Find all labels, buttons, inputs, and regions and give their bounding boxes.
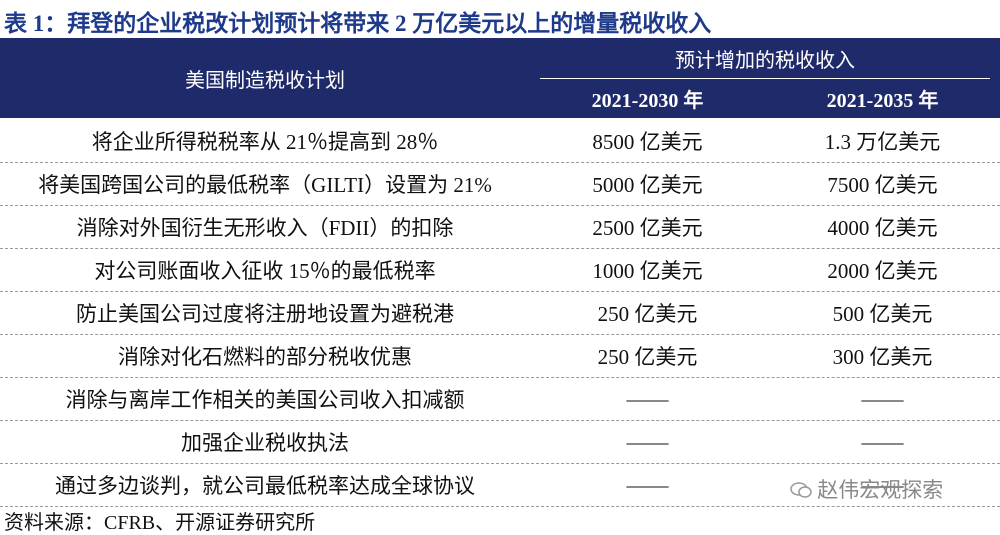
row-label: 对公司账面收入征收 15％的最低税率: [94, 259, 436, 283]
header-group: 预计增加的税收收入: [675, 49, 855, 72]
table-header: 美国制造税收计划 预计增加的税收收入 2021-2030 年 2021-2035…: [0, 38, 1000, 118]
wechat-icon: [790, 482, 812, 498]
table-title: 表 1：拜登的企业税改计划预计将带来 2 万亿美元以上的增量税收收入: [4, 11, 712, 36]
row-label: 防止美国公司过度将注册地设置为避税港: [76, 302, 454, 326]
row-value: ——: [626, 386, 669, 411]
header-plan: 美国制造税收计划: [185, 69, 345, 92]
table-row: 消除对化石燃料的部分税收优惠 250 亿美元 300 亿美元: [0, 335, 1000, 378]
row-label: 消除与离岸工作相关的美国公司收入扣减额: [65, 388, 465, 412]
table-row: 加强企业税收执法 —— ——: [0, 421, 1000, 464]
row-value: 7500 亿美元: [827, 173, 938, 197]
row-label: 通过多边谈判，就公司最低税率达成全球协议: [55, 474, 475, 498]
row-label: 消除对外国衍生无形收入（FDII）的扣除: [76, 216, 454, 240]
row-value: 5000 亿美元: [592, 173, 703, 197]
table-row: 防止美国公司过度将注册地设置为避税港 250 亿美元 500 亿美元: [0, 292, 1000, 335]
header-divider: [540, 78, 990, 79]
row-value: 1000 亿美元: [592, 259, 703, 283]
row-label: 加强企业税收执法: [181, 431, 349, 455]
row-label: 消除对化石燃料的部分税收优惠: [118, 345, 412, 369]
row-label: 将企业所得税税率从 21％提高到 28％: [91, 130, 439, 154]
header-period: 2021-2030 年: [591, 89, 704, 112]
row-value: 300 亿美元: [832, 345, 933, 369]
row-value: 4000 亿美元: [827, 216, 938, 240]
table-row: 对公司账面收入征收 15％的最低税率 1000 亿美元 2000 亿美元: [0, 249, 1000, 292]
row-value: ——: [861, 472, 904, 497]
table-row: 将美国跨国公司的最低税率（GILTI）设置为 21% 5000 亿美元 7500 亿…: [0, 163, 1000, 206]
table-body: 将企业所得税税率从 21％提高到 28％ 8500 亿美元 1.3 万亿美元将美国跨…: [0, 120, 1000, 507]
row-value: 8500 亿美元: [592, 130, 703, 154]
row-label: 将美国跨国公司的最低税率（GILTI）设置为 21%: [38, 173, 492, 197]
table-row: 通过多边谈判，就公司最低税率达成全球协议 —— ——: [0, 464, 1000, 507]
row-value: 250 亿美元: [597, 302, 698, 326]
row-value: 500 亿美元: [832, 302, 933, 326]
table-row: 将企业所得税税率从 21％提高到 28％ 8500 亿美元 1.3 万亿美元: [0, 120, 1000, 163]
row-value: ——: [861, 429, 904, 454]
watermark-text: 赵伟宏观探索: [817, 478, 944, 502]
row-value: 2000 亿美元: [827, 259, 938, 283]
table-row: 消除对外国衍生无形收入（FDII）的扣除 2500 亿美元 4000 亿美元: [0, 206, 1000, 249]
header-period: 2021-2035 年: [826, 89, 939, 112]
row-value: ——: [861, 386, 904, 411]
row-value: 1.3 万亿美元: [824, 130, 941, 154]
source-note: 资料来源：CFRB、开源证券研究所: [4, 512, 316, 534]
row-value: ——: [626, 429, 669, 454]
table-row: 消除与离岸工作相关的美国公司收入扣减额 —— ——: [0, 378, 1000, 421]
row-value: 2500 亿美元: [592, 216, 703, 240]
row-value: 250 亿美元: [597, 345, 698, 369]
row-value: ——: [626, 472, 669, 497]
watermark: 赵伟宏观探索: [790, 474, 943, 504]
